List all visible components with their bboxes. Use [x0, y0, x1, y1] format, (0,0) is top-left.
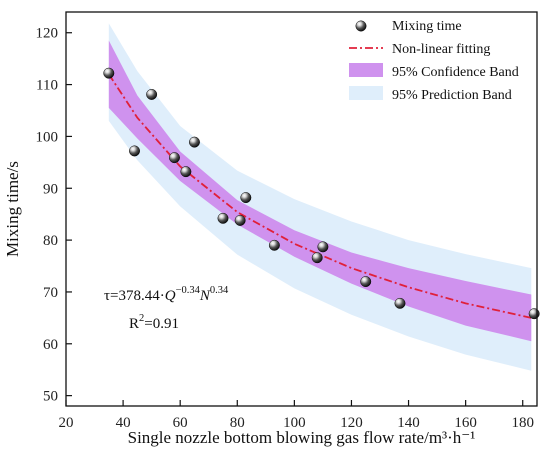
- x-tick-label: 100: [283, 415, 306, 431]
- fit-line-layer: [108, 73, 532, 319]
- data-point: [394, 297, 406, 309]
- legend-prediction-band-icon: [349, 86, 383, 100]
- axis-ticks-layer: 20 40 60 80 100 120 140 160 180 50 60 70 80 90 100 110 1…: [36, 26, 534, 431]
- x-axis-title: Single nozzle bottom blowing gas flow ra…: [128, 428, 476, 447]
- data-point: [234, 214, 246, 226]
- data-point: [311, 252, 323, 264]
- data-point: [146, 88, 158, 100]
- x-tick-label: 40: [116, 415, 131, 431]
- data-point: [189, 136, 200, 148]
- y-tick-label: 110: [36, 78, 58, 94]
- legend-point-icon: [355, 20, 367, 32]
- x-tick-label: 180: [511, 415, 534, 431]
- y-tick-label: 90: [43, 181, 58, 197]
- x-tick-label: 120: [340, 415, 363, 431]
- y-tick-label: 60: [43, 337, 58, 353]
- confidence-band-layer: [108, 40, 532, 342]
- x-tick-label: 80: [230, 415, 245, 431]
- x-tick-label: 20: [59, 415, 74, 431]
- x-tick-label: 140: [397, 415, 420, 431]
- confidence-band: [108, 40, 532, 342]
- y-tick-label: 80: [43, 233, 58, 249]
- data-point: [129, 145, 140, 157]
- y-tick-label: 50: [43, 389, 58, 405]
- legend-confidence-band-icon: [349, 63, 383, 77]
- equation-annotation: τ=378.44·Q−0.34N0.34: [104, 285, 229, 304]
- legend: Mixing time Non-linear fitting 95% Confide…: [349, 19, 519, 103]
- r-squared-annotation: R2=0.91: [129, 313, 179, 332]
- data-point: [528, 308, 540, 320]
- y-tick-label: 70: [43, 285, 58, 301]
- legend-label: Mixing time: [392, 19, 462, 34]
- x-tick-label: 160: [454, 415, 477, 431]
- plot-frame: [65, 11, 538, 407]
- data-point: [317, 241, 329, 253]
- y-axis-title: Mixing time/s: [3, 161, 22, 257]
- data-point: [103, 67, 115, 79]
- data-point: [360, 276, 372, 288]
- non-linear-fit-line: [108, 73, 532, 319]
- legend-label: Non-linear fitting: [392, 42, 490, 57]
- legend-label: 95% Prediction Band: [392, 88, 512, 103]
- x-tick-label: 60: [173, 415, 188, 431]
- data-point: [217, 212, 229, 224]
- y-tick-label: 120: [36, 26, 59, 42]
- data-point: [268, 239, 280, 251]
- data-point: [180, 166, 192, 178]
- y-tick-label: 100: [36, 129, 59, 145]
- data-point: [240, 192, 252, 204]
- data-point: [169, 152, 180, 164]
- legend-label: 95% Confidence Band: [392, 65, 519, 80]
